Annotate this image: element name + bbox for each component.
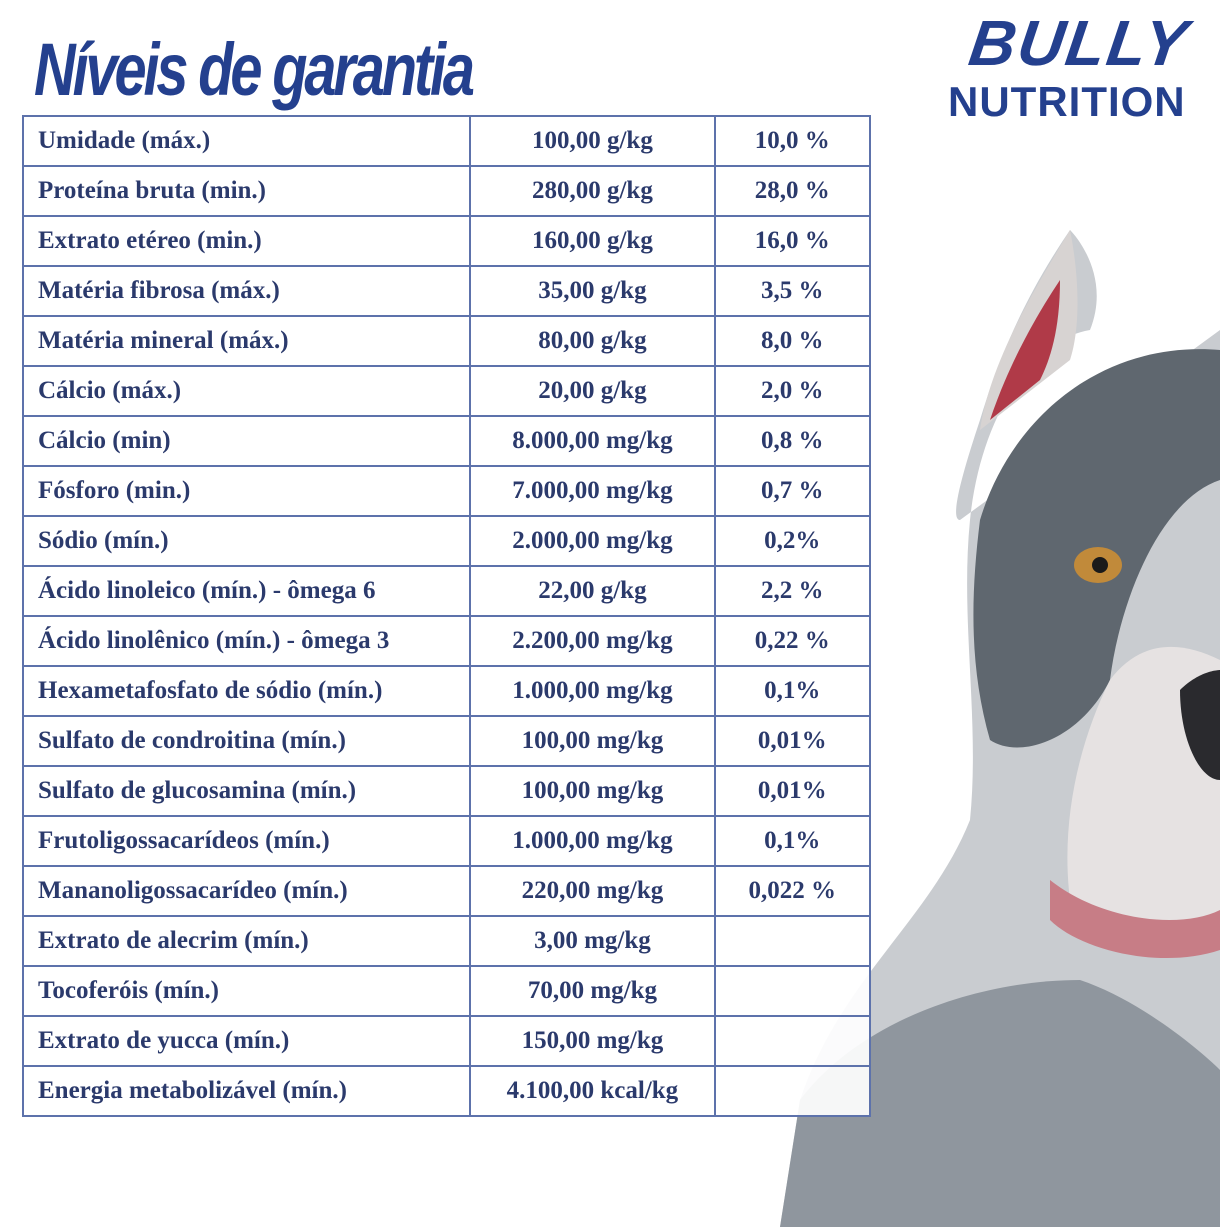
nutrient-amount: 220,00 mg/kg — [469, 865, 716, 917]
nutrient-name: Matéria fibrosa (máx.) — [21, 265, 472, 317]
nutrient-percent: 2,0 % — [713, 365, 872, 417]
nutrient-percent: 0,01% — [713, 715, 872, 767]
nutrient-percent: 28,0 % — [713, 165, 872, 217]
nutrient-percent: 0,022 % — [713, 865, 872, 917]
nutrient-percent: 0,8 % — [713, 415, 872, 467]
logo-bully: BULLY — [964, 7, 1194, 79]
nutrient-amount: 7.000,00 mg/kg — [469, 465, 716, 517]
table-row: Tocoferóis (mín.) 70,00 mg/kg — [21, 965, 872, 1017]
nutrient-percent: 0,2% — [713, 515, 872, 567]
table-row: Sódio (mín.) 2.000,00 mg/kg 0,2% — [21, 515, 872, 567]
nutrient-name: Cálcio (min) — [21, 415, 472, 467]
page-title: Níveis de garantia — [34, 28, 475, 111]
nutrient-name: Matéria mineral (máx.) — [21, 315, 472, 367]
table-row: Umidade (máx.) 100,00 g/kg 10,0 % — [21, 115, 872, 167]
nutrient-name: Extrato etéreo (min.) — [21, 215, 472, 267]
nutrient-percent: 0,1% — [713, 665, 872, 717]
table-row: Extrato de alecrim (mín.) 3,00 mg/kg — [21, 915, 872, 967]
dog-illustration — [780, 230, 1220, 1227]
table-row: Matéria fibrosa (máx.) 35,00 g/kg 3,5 % — [21, 265, 872, 317]
nutrient-amount: 1.000,00 mg/kg — [469, 665, 716, 717]
table-row: Cálcio (min) 8.000,00 mg/kg 0,8 % — [21, 415, 872, 467]
nutrient-amount: 22,00 g/kg — [469, 565, 716, 617]
nutrient-amount: 100,00 mg/kg — [469, 715, 716, 767]
nutrient-name: Proteína bruta (min.) — [21, 165, 472, 217]
nutrient-percent: 3,5 % — [713, 265, 872, 317]
table-row: Energia metabolizável (mín.) 4.100,00 kca… — [21, 1065, 872, 1117]
nutrient-percent: 0,1% — [713, 815, 872, 867]
table-row: Hexametafosfato de sódio (mín.) 1.000,00 … — [21, 665, 872, 717]
table-row: Sulfato de glucosamina (mín.) 100,00 mg/k… — [21, 765, 872, 817]
table-row: Ácido linoleico (mín.) - ômega 6 22,00 g/… — [21, 565, 872, 617]
table-row: Frutoligossacarídeos (mín.) 1.000,00 mg/k… — [21, 815, 872, 867]
nutrient-name: Sulfato de condroitina (mín.) — [21, 715, 472, 767]
nutrient-amount: 80,00 g/kg — [469, 315, 716, 367]
nutrient-percent: 16,0 % — [713, 215, 872, 267]
nutrient-amount: 70,00 mg/kg — [469, 965, 716, 1017]
nutrient-name: Tocoferóis (mín.) — [21, 965, 472, 1017]
nutrient-amount: 160,00 g/kg — [469, 215, 716, 267]
nutrient-name: Hexametafosfato de sódio (mín.) — [21, 665, 472, 717]
table-row: Fósforo (min.) 7.000,00 mg/kg 0,7 % — [21, 465, 872, 517]
nutrient-amount: 280,00 g/kg — [469, 165, 716, 217]
nutrient-name: Fósforo (min.) — [21, 465, 472, 517]
logo-nutrition: NUTRITION — [948, 78, 1186, 125]
nutrient-percent — [713, 915, 872, 967]
nutrient-amount: 4.100,00 kcal/kg — [469, 1065, 716, 1117]
nutrient-amount: 35,00 g/kg — [469, 265, 716, 317]
nutrient-name: Extrato de alecrim (mín.) — [21, 915, 472, 967]
nutrient-name: Energia metabolizável (mín.) — [21, 1065, 472, 1117]
nutrient-name: Extrato de yucca (mín.) — [21, 1015, 472, 1067]
nutrient-amount: 100,00 g/kg — [469, 115, 716, 167]
nutrient-percent — [713, 965, 872, 1017]
nutrient-percent: 0,01% — [713, 765, 872, 817]
nutrient-amount: 100,00 mg/kg — [469, 765, 716, 817]
nutrient-percent: 2,2 % — [713, 565, 872, 617]
nutrient-name: Sulfato de glucosamina (mín.) — [21, 765, 472, 817]
table-row: Extrato de yucca (mín.) 150,00 mg/kg — [21, 1015, 872, 1067]
nutrient-amount: 20,00 g/kg — [469, 365, 716, 417]
nutrient-name: Ácido linolênico (mín.) - ômega 3 — [21, 615, 472, 667]
table-row: Mananoligossacarídeo (mín.) 220,00 mg/kg 0… — [21, 865, 872, 917]
guarantee-table: Umidade (máx.) 100,00 g/kg 10,0 % Proteína … — [21, 115, 872, 1117]
nutrient-amount: 2.000,00 mg/kg — [469, 515, 716, 567]
nutrient-name: Umidade (máx.) — [21, 115, 472, 167]
nutrient-amount: 150,00 mg/kg — [469, 1015, 716, 1067]
nutrient-amount: 8.000,00 mg/kg — [469, 415, 716, 467]
nutrient-amount: 1.000,00 mg/kg — [469, 815, 716, 867]
nutrient-percent: 8,0 % — [713, 315, 872, 367]
nutrient-amount: 3,00 mg/kg — [469, 915, 716, 967]
nutrient-percent: 0,22 % — [713, 615, 872, 667]
table-row: Matéria mineral (máx.) 80,00 g/kg 8,0 % — [21, 315, 872, 367]
brand-logo: BULLY NUTRITION — [940, 7, 1210, 128]
table-row: Cálcio (máx.) 20,00 g/kg 2,0 % — [21, 365, 872, 417]
nutrient-name: Sódio (mín.) — [21, 515, 472, 567]
table-row: Proteína bruta (min.) 280,00 g/kg 28,0 % — [21, 165, 872, 217]
nutrient-percent: 0,7 % — [713, 465, 872, 517]
nutrient-percent: 10,0 % — [713, 115, 872, 167]
nutrient-name: Mananoligossacarídeo (mín.) — [21, 865, 472, 917]
nutrient-amount: 2.200,00 mg/kg — [469, 615, 716, 667]
nutrient-name: Cálcio (máx.) — [21, 365, 472, 417]
nutrient-percent — [713, 1065, 872, 1117]
table-row: Sulfato de condroitina (mín.) 100,00 mg/k… — [21, 715, 872, 767]
table-row: Ácido linolênico (mín.) - ômega 3 2.200,0… — [21, 615, 872, 667]
nutrient-name: Ácido linoleico (mín.) - ômega 6 — [21, 565, 472, 617]
nutrient-name: Frutoligossacarídeos (mín.) — [21, 815, 472, 867]
table-row: Extrato etéreo (min.) 160,00 g/kg 16,0 % — [21, 215, 872, 267]
nutrient-percent — [713, 1015, 872, 1067]
